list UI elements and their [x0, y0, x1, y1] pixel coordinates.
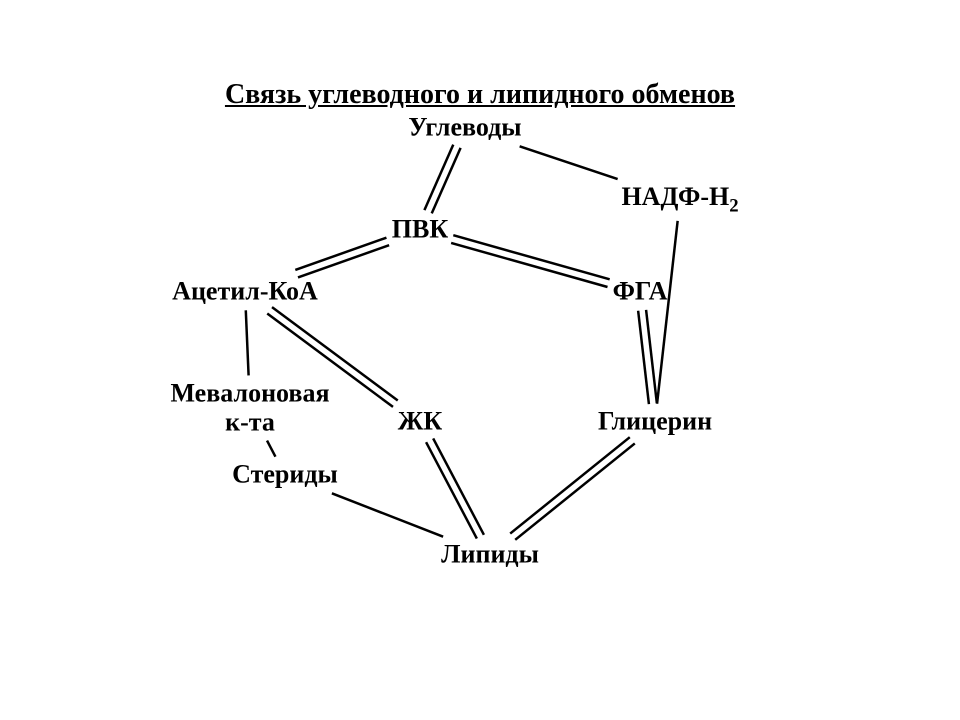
edge-line	[451, 243, 607, 287]
edge-line	[267, 441, 275, 457]
diagram-title: Связь углеводного и липидного обменов	[225, 79, 735, 111]
node-acetyl: Ацетил-КоА	[172, 278, 318, 307]
edge-line	[520, 146, 618, 179]
node-nadph: НАДФ-Н2	[621, 183, 738, 217]
edge-line	[298, 245, 389, 277]
node-lipidy: Липиды	[441, 541, 539, 570]
edge-line	[246, 310, 249, 375]
node-fga: ФГА	[613, 278, 668, 307]
edge-line	[433, 438, 484, 534]
edge-line	[510, 437, 630, 533]
node-zhk: ЖК	[398, 408, 443, 437]
node-carbs: Углеводы	[408, 114, 521, 143]
edge-line	[657, 221, 678, 404]
node-glycerin: Глицерин	[598, 408, 712, 437]
diagram-stage: Связь углеводного и липидного обменов Угл…	[0, 0, 960, 720]
edge-line	[515, 443, 635, 539]
edge-line	[424, 145, 453, 210]
edge-line	[332, 493, 443, 536]
edge-line	[426, 442, 477, 538]
node-pvk: ПВК	[392, 216, 448, 245]
edge-line	[638, 311, 649, 404]
node-steridy: Стериды	[232, 461, 338, 490]
edge-line	[432, 148, 461, 213]
edge-line	[453, 235, 609, 279]
edge-line	[646, 310, 657, 403]
node-meval: Мевалоновая к-та	[170, 379, 329, 436]
edge-line	[295, 238, 386, 270]
